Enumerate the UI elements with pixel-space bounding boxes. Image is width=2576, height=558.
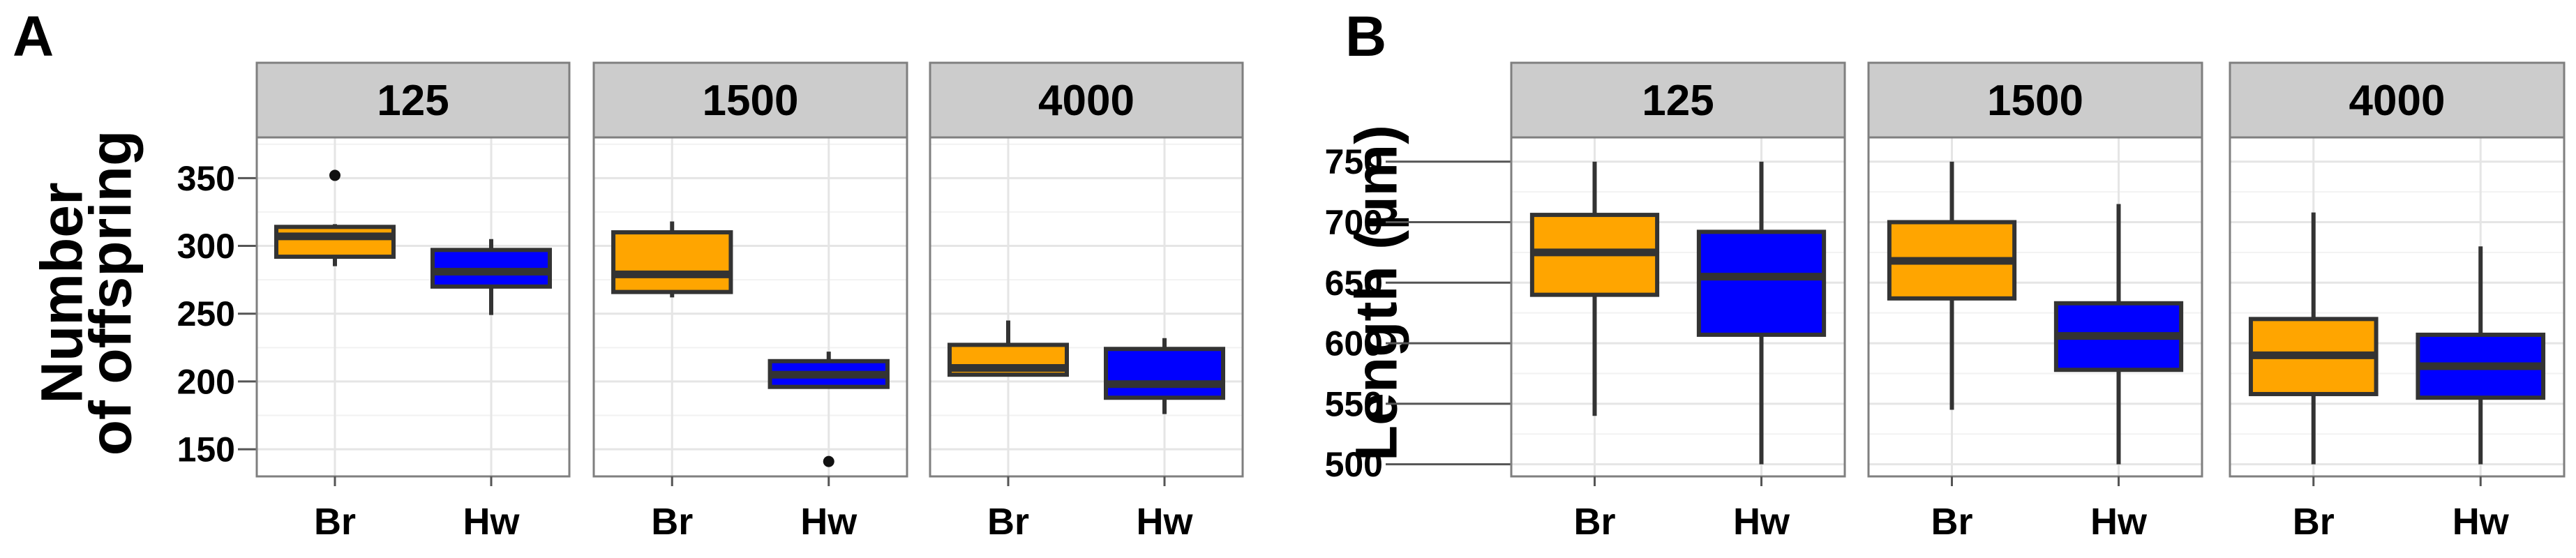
box-hw xyxy=(2416,246,2546,465)
box-body xyxy=(1696,229,1827,337)
y-axis-title: Length (µm) xyxy=(1343,125,1409,461)
facet-label: 125 xyxy=(1642,77,1714,125)
plot-border xyxy=(255,136,571,478)
facet-strip xyxy=(929,61,1244,139)
box-hw xyxy=(767,352,890,467)
x-tick-label: Br xyxy=(651,501,693,543)
facet-1500: 1500 Br Hw xyxy=(1867,61,2203,543)
y-tick-label: 750 xyxy=(1325,142,1383,181)
y-tick-label: 650 xyxy=(1325,264,1383,303)
x-tick-label: Br xyxy=(1931,501,1972,543)
plot-border xyxy=(1867,136,2203,478)
box-hw xyxy=(1104,338,1225,414)
facet-strip xyxy=(255,61,571,139)
y-tick-label: 350 xyxy=(177,159,235,198)
x-tick-label: Hw xyxy=(2090,501,2148,543)
plot-background xyxy=(2230,137,2564,476)
facet-label: 4000 xyxy=(2349,77,2446,125)
box-hw xyxy=(2053,204,2184,465)
y-tick-label: 550 xyxy=(1325,384,1383,423)
facet-125: 125 Br Hw xyxy=(255,61,571,543)
plot-background xyxy=(257,137,569,476)
x-tick-label: Hw xyxy=(1137,501,1194,543)
facet-strip xyxy=(592,61,908,139)
outlier-point xyxy=(823,455,834,467)
plot-border xyxy=(2229,136,2566,478)
box-body xyxy=(611,230,733,294)
facet-label: 4000 xyxy=(1038,77,1135,125)
x-tick-label: Br xyxy=(987,501,1029,543)
box-br xyxy=(1887,161,2017,410)
plot-background xyxy=(594,137,907,476)
y-axis-title: Number xyxy=(29,182,94,403)
y-tick-label: 200 xyxy=(177,362,235,401)
plot-background xyxy=(930,137,1243,476)
x-tick-label: Br xyxy=(314,501,356,543)
panel-label: B xyxy=(1345,5,1386,68)
plot-border xyxy=(592,136,908,478)
x-tick-label: Hw xyxy=(1733,501,1790,543)
x-tick-label: Br xyxy=(1573,501,1615,543)
box-br xyxy=(1529,161,1660,416)
facet-4000: 4000 Br Hw xyxy=(929,61,1244,543)
facet-4000: 4000 Br Hw xyxy=(2229,61,2566,543)
x-tick-label: Hw xyxy=(800,501,858,543)
x-tick-label: Hw xyxy=(2453,501,2510,543)
facet-125: 125 Br Hw xyxy=(1510,61,1846,543)
panel-label: A xyxy=(13,5,54,68)
facet-label: 1500 xyxy=(703,77,799,125)
box-body xyxy=(1104,347,1225,400)
y-axis-title: of offspring xyxy=(77,130,143,456)
y-tick-label: 700 xyxy=(1325,203,1383,242)
x-tick-label: Br xyxy=(2293,501,2335,543)
plot-border xyxy=(929,136,1244,478)
box-hw xyxy=(430,239,552,315)
y-tick-label: 500 xyxy=(1325,445,1383,484)
facet-strip xyxy=(1867,61,2203,139)
y-tick-label: 150 xyxy=(177,430,235,469)
facet-label: 1500 xyxy=(1987,77,2083,125)
plot-border xyxy=(1510,136,1846,478)
facet-1500: 1500 Br Hw xyxy=(592,61,908,543)
box-hw xyxy=(1696,161,1827,465)
y-tick-label: 600 xyxy=(1325,324,1383,363)
x-tick-label: Hw xyxy=(463,501,521,543)
facet-strip xyxy=(1510,61,1846,139)
facet-label: 125 xyxy=(377,77,449,125)
box-br xyxy=(274,169,396,266)
y-tick-label: 300 xyxy=(177,227,235,266)
box-br xyxy=(611,221,733,298)
box-br xyxy=(2248,212,2379,465)
outlier-point xyxy=(329,169,340,181)
box-body xyxy=(274,225,396,259)
y-tick-label: 250 xyxy=(177,294,235,333)
box-br xyxy=(948,320,1069,377)
